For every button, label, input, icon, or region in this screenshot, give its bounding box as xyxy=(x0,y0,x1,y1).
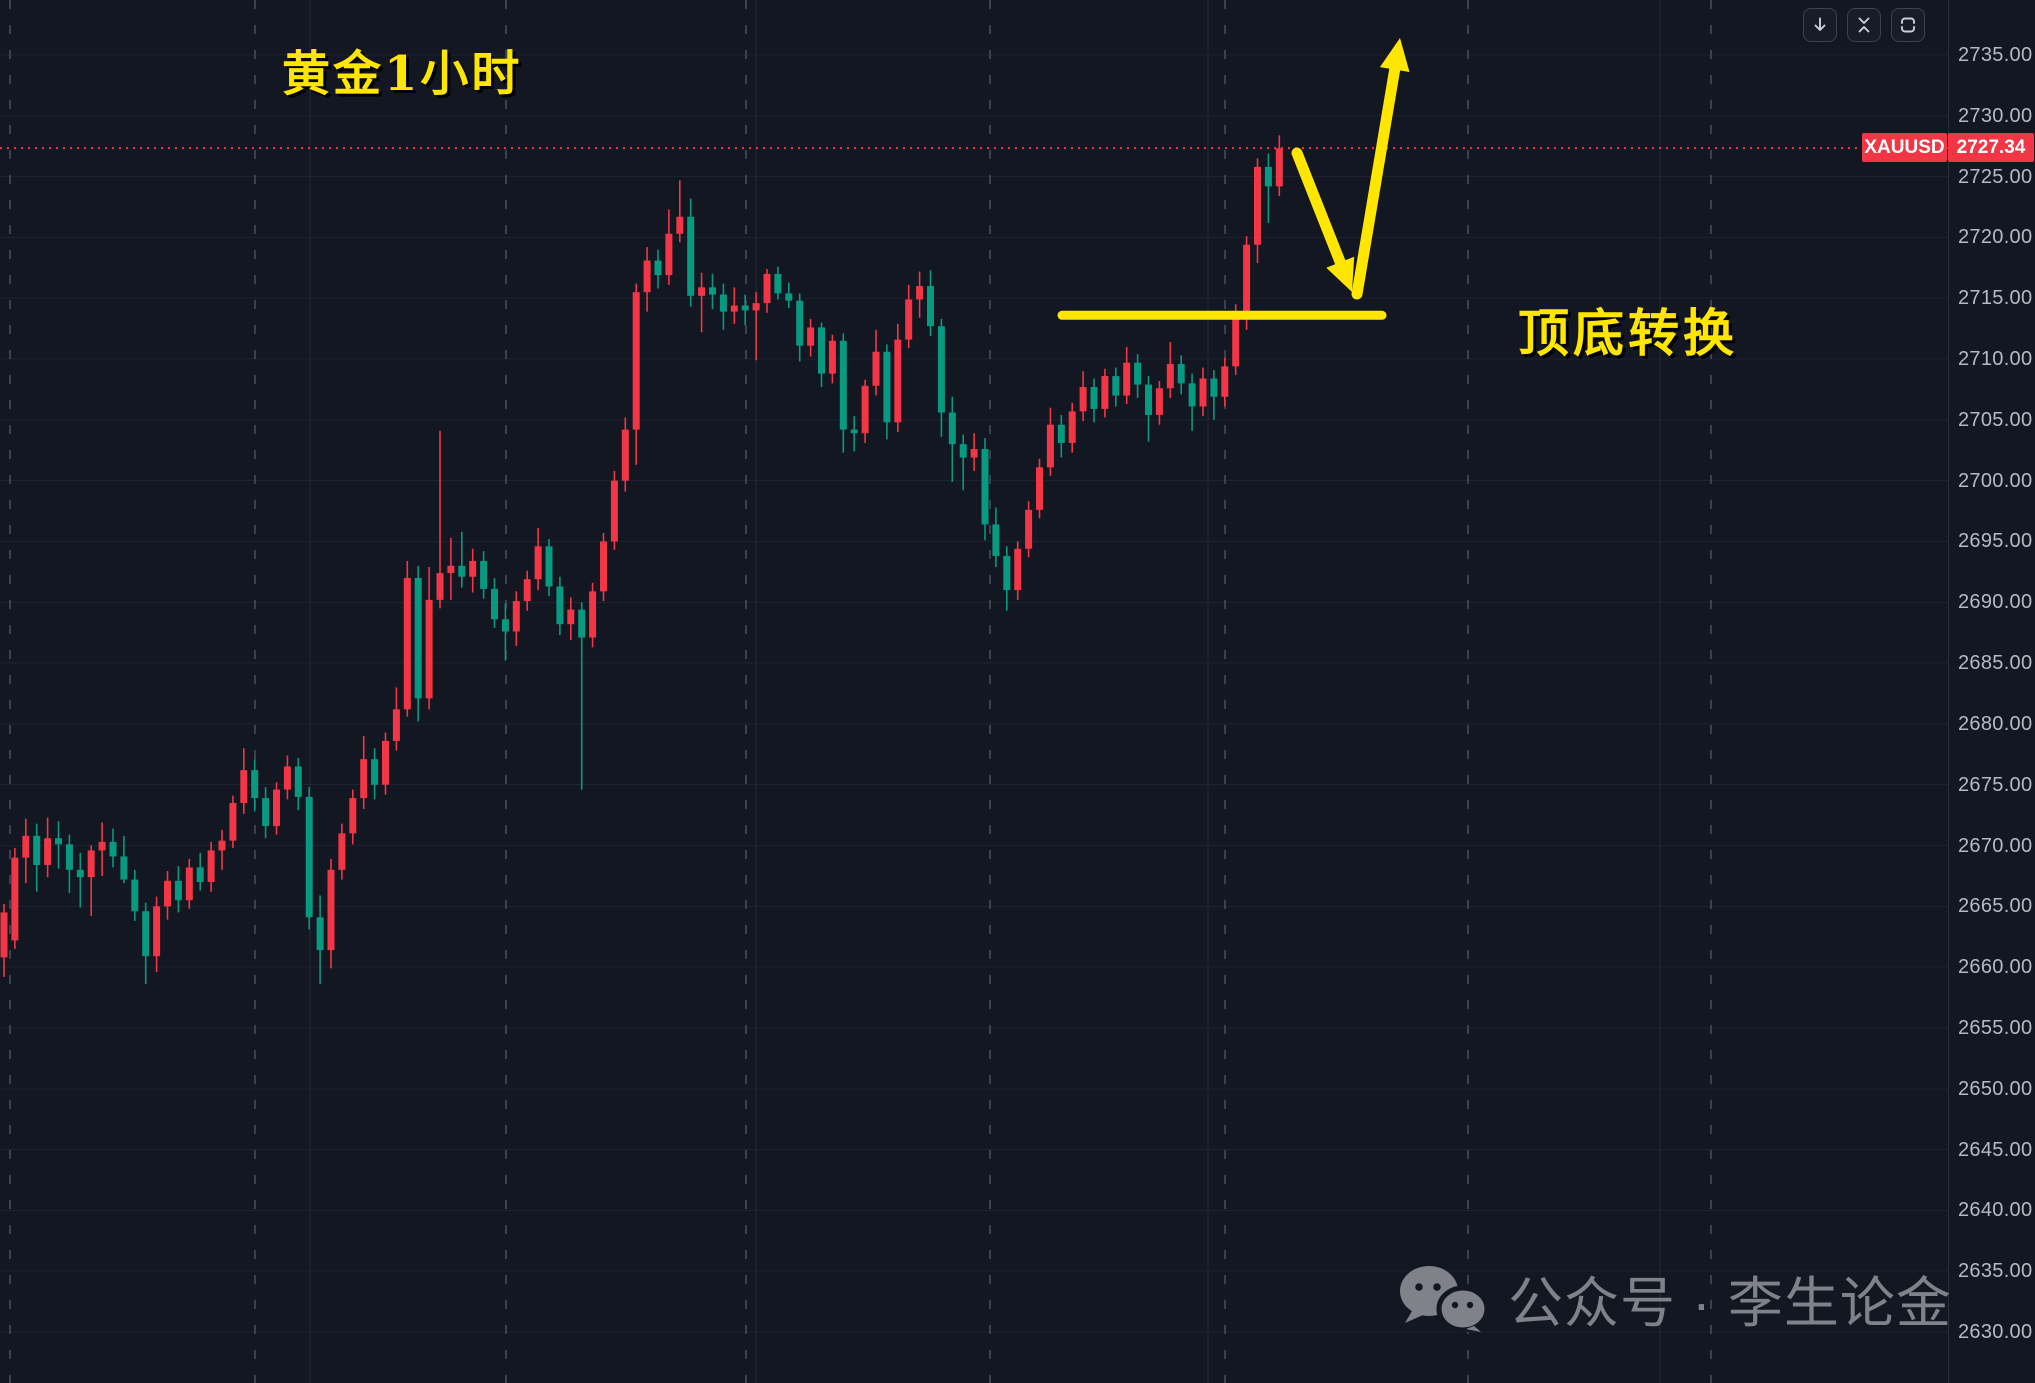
last-price-flag: XAUUSD 2727.34 xyxy=(1862,133,2034,163)
price-tick: 2710.00 xyxy=(1958,348,2033,371)
maximize-icon xyxy=(1901,17,1915,33)
collapse-pane-button[interactable] xyxy=(1847,8,1881,42)
price-tick: 2660.00 xyxy=(1958,956,2033,979)
price-tick: 2720.00 xyxy=(1958,226,2033,249)
price-axis[interactable]: 2735.00 2730.00 2725.00 2720.00 2715.00 2710.… xyxy=(1948,0,2035,1383)
symbol-tag: XAUUSD xyxy=(1862,133,1947,163)
price-tick: 2655.00 xyxy=(1958,1016,2033,1039)
price-tick: 2640.00 xyxy=(1958,1199,2033,1222)
price-tick: 2690.00 xyxy=(1958,591,2033,614)
price-tick: 2630.00 xyxy=(1958,1321,2033,1343)
price-tick: 2725.00 xyxy=(1958,165,2033,188)
pane-button-group xyxy=(1803,8,1925,42)
price-tick: 2670.00 xyxy=(1958,834,2033,857)
watermark-text: 公众号 · 李生论金 xyxy=(1508,1272,1952,1334)
price-tick: 2650.00 xyxy=(1958,1077,2033,1100)
annotation-label: 顶底转换 xyxy=(1518,304,1739,364)
price-tick: 2715.00 xyxy=(1958,287,2033,310)
watermark: 公众号 · 李生论金 xyxy=(1398,1258,1952,1338)
collapse-icon xyxy=(1858,17,1870,33)
price-tick: 2675.00 xyxy=(1958,773,2033,796)
last-price-tag: 2727.34 xyxy=(1948,133,2034,163)
maximize-pane-button[interactable] xyxy=(1891,8,1925,42)
scroll-to-recent-button[interactable] xyxy=(1803,8,1837,42)
price-tick: 2695.00 xyxy=(1958,530,2033,553)
price-tick: 2730.00 xyxy=(1958,104,2033,127)
price-tick: 2685.00 xyxy=(1958,652,2033,675)
price-tick: 2635.00 xyxy=(1958,1260,2033,1283)
arrow-down-icon xyxy=(1814,17,1826,31)
price-tick: 2735.00 xyxy=(1958,44,2033,66)
price-tick: 2700.00 xyxy=(1958,469,2033,492)
price-tick: 2680.00 xyxy=(1958,712,2033,735)
wechat-icon xyxy=(1400,1266,1490,1332)
price-tick: 2705.00 xyxy=(1958,408,2033,431)
price-tick: 2665.00 xyxy=(1958,895,2033,918)
price-tick: 2645.00 xyxy=(1958,1138,2033,1161)
chart-title: 黄金1小时 xyxy=(282,46,523,102)
